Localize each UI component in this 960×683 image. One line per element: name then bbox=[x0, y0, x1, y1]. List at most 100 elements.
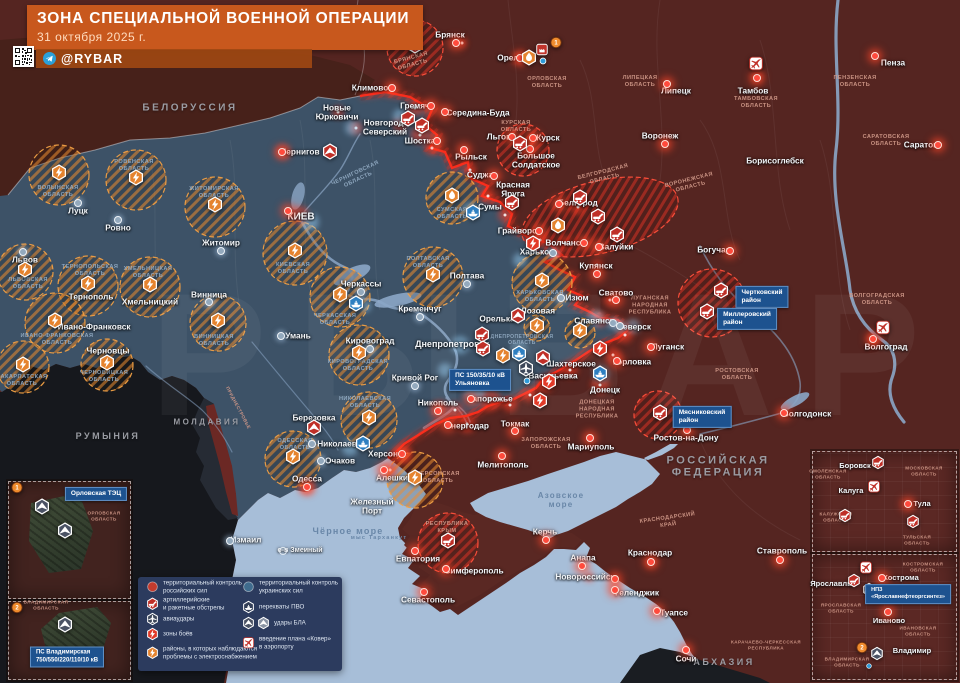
city-label: Славянск bbox=[574, 315, 614, 326]
region-label: ЧЕРНОВИЦКАЯ ОБЛАСТЬ bbox=[79, 370, 129, 383]
strike-point bbox=[453, 408, 457, 412]
legend-item: территориальный контроль российских сил bbox=[146, 579, 242, 595]
city-dot bbox=[420, 588, 428, 596]
power-outage-icon bbox=[361, 409, 378, 431]
region-label: КОСТРОМСКАЯ ОБЛАСТЬ bbox=[902, 561, 944, 572]
city-dot bbox=[904, 500, 912, 508]
region-label: СУМСКАЯ ОБЛАСТЬ bbox=[436, 207, 468, 220]
azov-sea bbox=[470, 444, 678, 540]
city-dot bbox=[277, 332, 285, 340]
city-label: Сумы bbox=[478, 201, 502, 212]
city-dot bbox=[511, 427, 519, 435]
city-dot bbox=[595, 243, 603, 251]
city-label: КИЕВ bbox=[287, 211, 315, 223]
inset-ref-badge: 2 bbox=[11, 601, 24, 619]
belarus-territory bbox=[0, 35, 375, 198]
city-dot bbox=[611, 586, 619, 594]
artillery-strike-icon bbox=[440, 532, 457, 554]
city-label: Одесса bbox=[292, 473, 322, 484]
city-label: Кострома bbox=[883, 572, 919, 582]
city-label: Анапа bbox=[570, 552, 596, 563]
uav-strike-icon bbox=[870, 646, 884, 666]
city-dot bbox=[780, 409, 788, 417]
city-dot bbox=[317, 457, 325, 465]
fire-icon bbox=[444, 187, 461, 209]
svg-text:2: 2 bbox=[15, 606, 19, 612]
svg-text:2: 2 bbox=[860, 646, 864, 652]
city-label: Волгоград bbox=[864, 341, 908, 352]
country-label: АБХАЗИЯ bbox=[693, 656, 755, 667]
power-outage-icon bbox=[142, 276, 159, 298]
city-dot bbox=[366, 345, 374, 353]
region-label: СМОЛЕНСКАЯ ОБЛАСТЬ bbox=[809, 468, 847, 479]
city-dot bbox=[663, 80, 671, 88]
region-label: ВОЛЫНСКАЯ ОБЛАСТЬ bbox=[37, 185, 79, 198]
strike-point bbox=[460, 41, 464, 45]
region-label: ПЕНЗЕНСКАЯ ОБЛАСТЬ bbox=[833, 75, 877, 88]
region-label: ЗАПОРОЖСКАЯ ОБЛАСТЬ bbox=[521, 437, 571, 450]
strike-point bbox=[598, 383, 602, 387]
city-dot bbox=[753, 74, 761, 82]
power-outage-icon bbox=[572, 322, 589, 344]
telegram-banner[interactable]: @RYBAR bbox=[36, 49, 312, 68]
city-label: Симферополь bbox=[444, 565, 504, 576]
kover-plan-icon bbox=[748, 56, 764, 77]
city-label: Льгов bbox=[486, 131, 512, 142]
strike-point bbox=[595, 263, 599, 267]
city-label: Алешки bbox=[376, 472, 408, 483]
artillery-strike-icon bbox=[474, 326, 491, 348]
city-label: Брянск bbox=[435, 29, 465, 40]
svg-text:1: 1 bbox=[15, 486, 19, 492]
city-dot bbox=[549, 249, 557, 257]
artillery-strike-icon bbox=[871, 455, 885, 475]
city-dot bbox=[217, 247, 225, 255]
telegram-handle: @RYBAR bbox=[61, 51, 124, 66]
city-label: Горловка bbox=[612, 356, 652, 367]
city-label: Херсон bbox=[368, 448, 398, 459]
artillery-strike-icon bbox=[847, 573, 861, 593]
legend-uav-strike-icon bbox=[242, 616, 270, 630]
artillery-strike-icon bbox=[590, 208, 607, 230]
strike-point bbox=[608, 298, 612, 302]
qr-code bbox=[13, 46, 34, 67]
map-callout: ПС Владимирская 750/550/220/110/10 кВ bbox=[29, 646, 105, 668]
black-sea bbox=[226, 458, 718, 683]
city-label: Кременчуг bbox=[398, 303, 442, 314]
city-label: Ярославль bbox=[810, 578, 852, 588]
city-dot bbox=[869, 335, 877, 343]
city-label: Липецк bbox=[661, 85, 691, 96]
region-label: САРАТОВСКАЯ ОБЛАСТЬ bbox=[862, 134, 910, 147]
legend-kover-plan-icon bbox=[242, 637, 255, 650]
city-label: Ивано-Франковск bbox=[57, 321, 131, 332]
city-dot bbox=[682, 646, 690, 654]
city-label: Середина-Буда bbox=[446, 107, 510, 118]
city-label: Житомир bbox=[202, 237, 240, 248]
city-label: Очаков bbox=[324, 455, 356, 466]
uav-strike-icon bbox=[34, 498, 51, 520]
city-dot bbox=[114, 216, 122, 224]
city-label: Умань bbox=[285, 330, 311, 341]
legend-item-label: артиллерийские и ракетные обстрелы bbox=[163, 596, 225, 611]
city-dot bbox=[467, 395, 475, 403]
intercept-dot-icon bbox=[522, 373, 532, 391]
city-label: Харьков bbox=[519, 246, 555, 257]
legend-item-label: введение плана «Ковер» в аэропорту bbox=[259, 635, 331, 650]
country-label: МОЛДАВИЯ bbox=[173, 417, 241, 427]
map-callout: ПС 150/35/10 кВ Ульяновка bbox=[449, 368, 511, 392]
artillery-strike-icon bbox=[504, 194, 521, 216]
power-outage-icon bbox=[80, 275, 97, 297]
strike-glow bbox=[345, 121, 359, 135]
city-label: Луцк bbox=[68, 205, 88, 216]
city-label: Львов bbox=[11, 254, 39, 265]
region-label: ХАРЬКОВСКАЯ ОБЛАСТЬ bbox=[516, 290, 564, 303]
region-label: ОРЛОВСКАЯ ОБЛАСТЬ bbox=[87, 510, 121, 521]
combat-zone-icon bbox=[541, 373, 558, 395]
region-label: ЛУГАНСКАЯ НАРОДНАЯ РЕСПУБЛИКА bbox=[628, 295, 672, 316]
city-label: Большое Солдатское bbox=[511, 150, 561, 170]
air-defense-intercept-icon bbox=[348, 295, 365, 317]
city-label: Орелька bbox=[479, 313, 515, 324]
city-label: Изюм bbox=[565, 292, 589, 303]
city-dot bbox=[226, 537, 234, 545]
strike-point bbox=[413, 106, 417, 110]
